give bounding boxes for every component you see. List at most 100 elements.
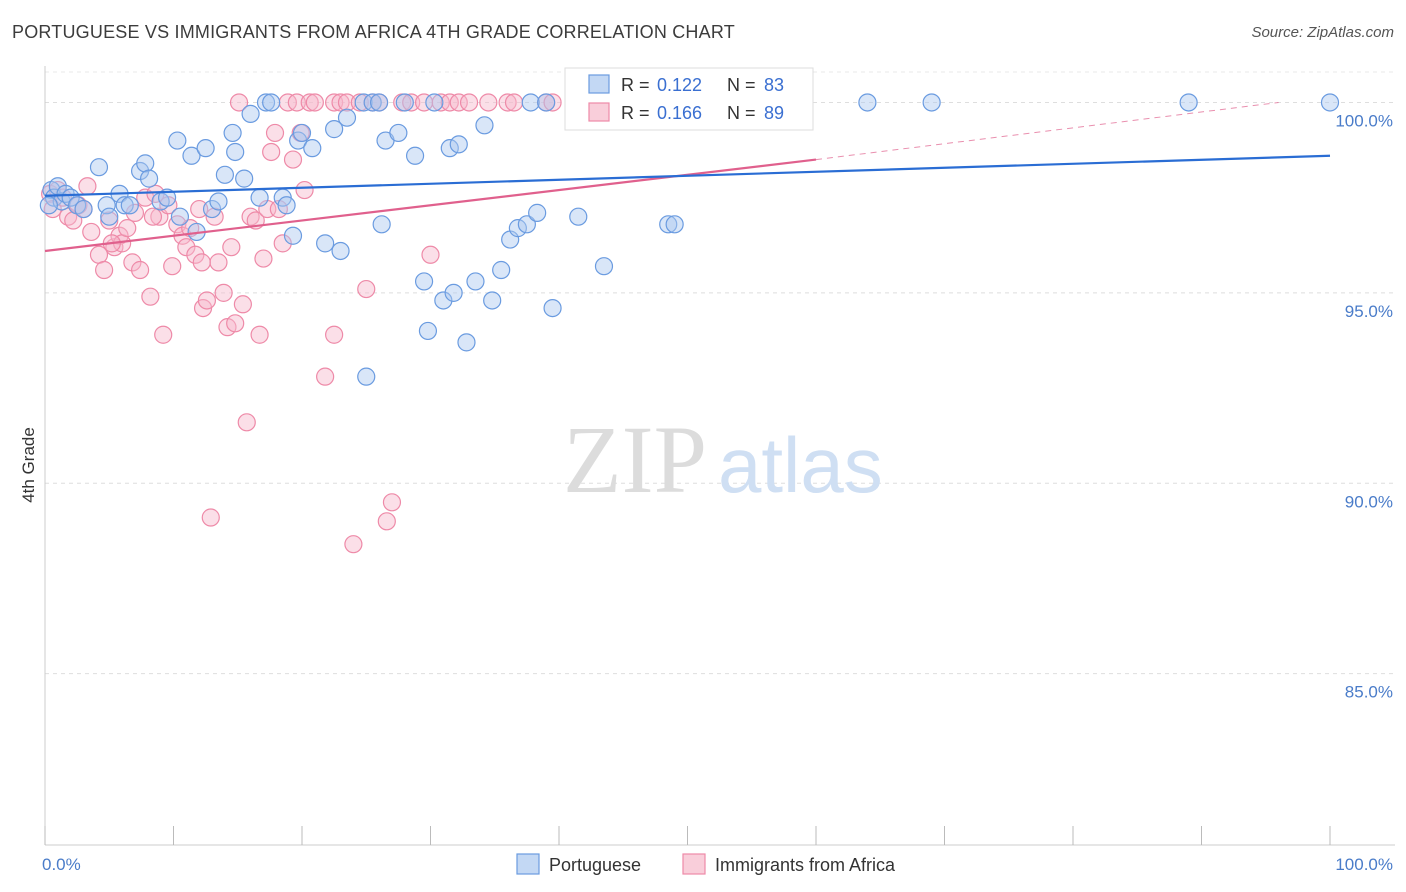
data-point xyxy=(192,253,211,272)
data-point xyxy=(569,207,588,226)
data-point xyxy=(377,512,396,531)
data-point xyxy=(143,207,163,226)
data-point xyxy=(283,226,303,245)
data-point xyxy=(395,93,414,112)
data-point xyxy=(350,93,369,112)
data-point xyxy=(483,291,502,310)
y-tick-label: 85.0% xyxy=(1345,683,1393,702)
data-point xyxy=(229,93,249,112)
data-point xyxy=(325,120,344,139)
data-point xyxy=(209,253,228,272)
data-point xyxy=(61,188,80,207)
data-point xyxy=(215,165,234,184)
data-point xyxy=(250,188,269,207)
data-point xyxy=(115,196,134,215)
data-point xyxy=(459,93,479,112)
data-point xyxy=(414,272,434,291)
stats-legend: R = 0.122 N = 83 R = 0.166 N = 89 xyxy=(564,67,814,131)
x-tick-label-min: 0.0% xyxy=(42,855,81,874)
legend-r-value: 0.166 xyxy=(657,103,702,123)
data-point xyxy=(226,314,245,333)
data-point xyxy=(457,333,476,352)
data-point xyxy=(182,146,201,165)
data-point xyxy=(118,219,137,238)
data-point xyxy=(154,325,173,344)
data-point xyxy=(95,260,114,280)
data-point xyxy=(222,238,241,257)
chart-title: PORTUGUESE VS IMMIGRANTS FROM AFRICA 4TH… xyxy=(12,22,735,42)
data-point xyxy=(292,123,312,143)
data-point xyxy=(209,192,228,211)
data-point xyxy=(100,207,119,226)
data-point xyxy=(517,215,536,234)
data-point xyxy=(100,211,119,230)
data-point xyxy=(89,158,109,177)
data-point xyxy=(300,93,319,112)
legend-item-label: Portuguese xyxy=(549,855,641,875)
data-point xyxy=(82,222,101,242)
legend-item-africa[interactable]: Immigrants from Africa xyxy=(682,853,896,875)
data-point xyxy=(186,245,205,264)
data-point xyxy=(123,253,142,272)
data-point xyxy=(440,139,459,158)
legend-item-portuguese[interactable]: Portuguese xyxy=(516,853,641,875)
data-point xyxy=(537,93,556,112)
data-point xyxy=(202,199,222,219)
data-point xyxy=(120,196,139,215)
data-point xyxy=(543,298,562,318)
data-point xyxy=(922,93,941,112)
legend-n-label: N = xyxy=(727,75,756,95)
legend-r-value: 0.122 xyxy=(657,75,702,95)
legend-r-label: R = xyxy=(621,75,650,95)
data-point xyxy=(1179,93,1198,112)
data-point xyxy=(197,291,217,310)
y-tick-label: 95.0% xyxy=(1345,302,1393,321)
data-point xyxy=(170,207,190,226)
data-point xyxy=(498,93,517,112)
data-point xyxy=(382,493,402,512)
data-point xyxy=(331,241,350,261)
data-point xyxy=(287,93,306,112)
data-point xyxy=(78,177,97,196)
gridlines xyxy=(45,71,1395,675)
data-point xyxy=(237,413,256,432)
source-label: Source: ZipAtlas.com xyxy=(1251,24,1394,41)
data-point xyxy=(273,234,292,253)
data-point xyxy=(97,196,116,215)
series-legend[interactable]: Portuguese Immigrants from Africa xyxy=(516,853,896,875)
legend-n-label: N = xyxy=(727,103,756,123)
legend-item-label: Immigrants from Africa xyxy=(715,855,896,875)
watermark: ZIP atlas xyxy=(563,406,883,513)
data-point xyxy=(858,93,877,112)
trend-lines xyxy=(44,101,1331,253)
data-point xyxy=(201,508,220,527)
y-tick-label: 90.0% xyxy=(1345,492,1393,511)
data-point xyxy=(331,93,350,112)
data-point xyxy=(226,142,245,162)
data-point xyxy=(256,93,276,112)
legend-item-swatch xyxy=(682,853,706,875)
data-point xyxy=(277,196,296,215)
x-tick-labels: 0.0% 100.0% xyxy=(42,855,1393,874)
data-point xyxy=(508,219,527,238)
data-point xyxy=(402,93,421,112)
y-axis-title: 4th Grade xyxy=(19,427,38,503)
data-point xyxy=(223,123,242,143)
data-point xyxy=(233,295,252,314)
data-point xyxy=(479,93,498,112)
data-point xyxy=(325,93,344,112)
data-point xyxy=(418,321,438,341)
data-point xyxy=(370,93,389,112)
data-point xyxy=(357,279,376,299)
data-point xyxy=(305,93,324,112)
legend-n-value: 83 xyxy=(764,75,784,95)
data-point xyxy=(74,199,93,219)
data-point xyxy=(262,93,281,112)
trend-line-africa-extension xyxy=(815,101,1279,161)
data-point xyxy=(241,104,260,123)
data-point xyxy=(425,93,444,112)
data-point xyxy=(665,215,684,234)
data-point xyxy=(254,249,273,268)
data-point xyxy=(235,169,254,188)
